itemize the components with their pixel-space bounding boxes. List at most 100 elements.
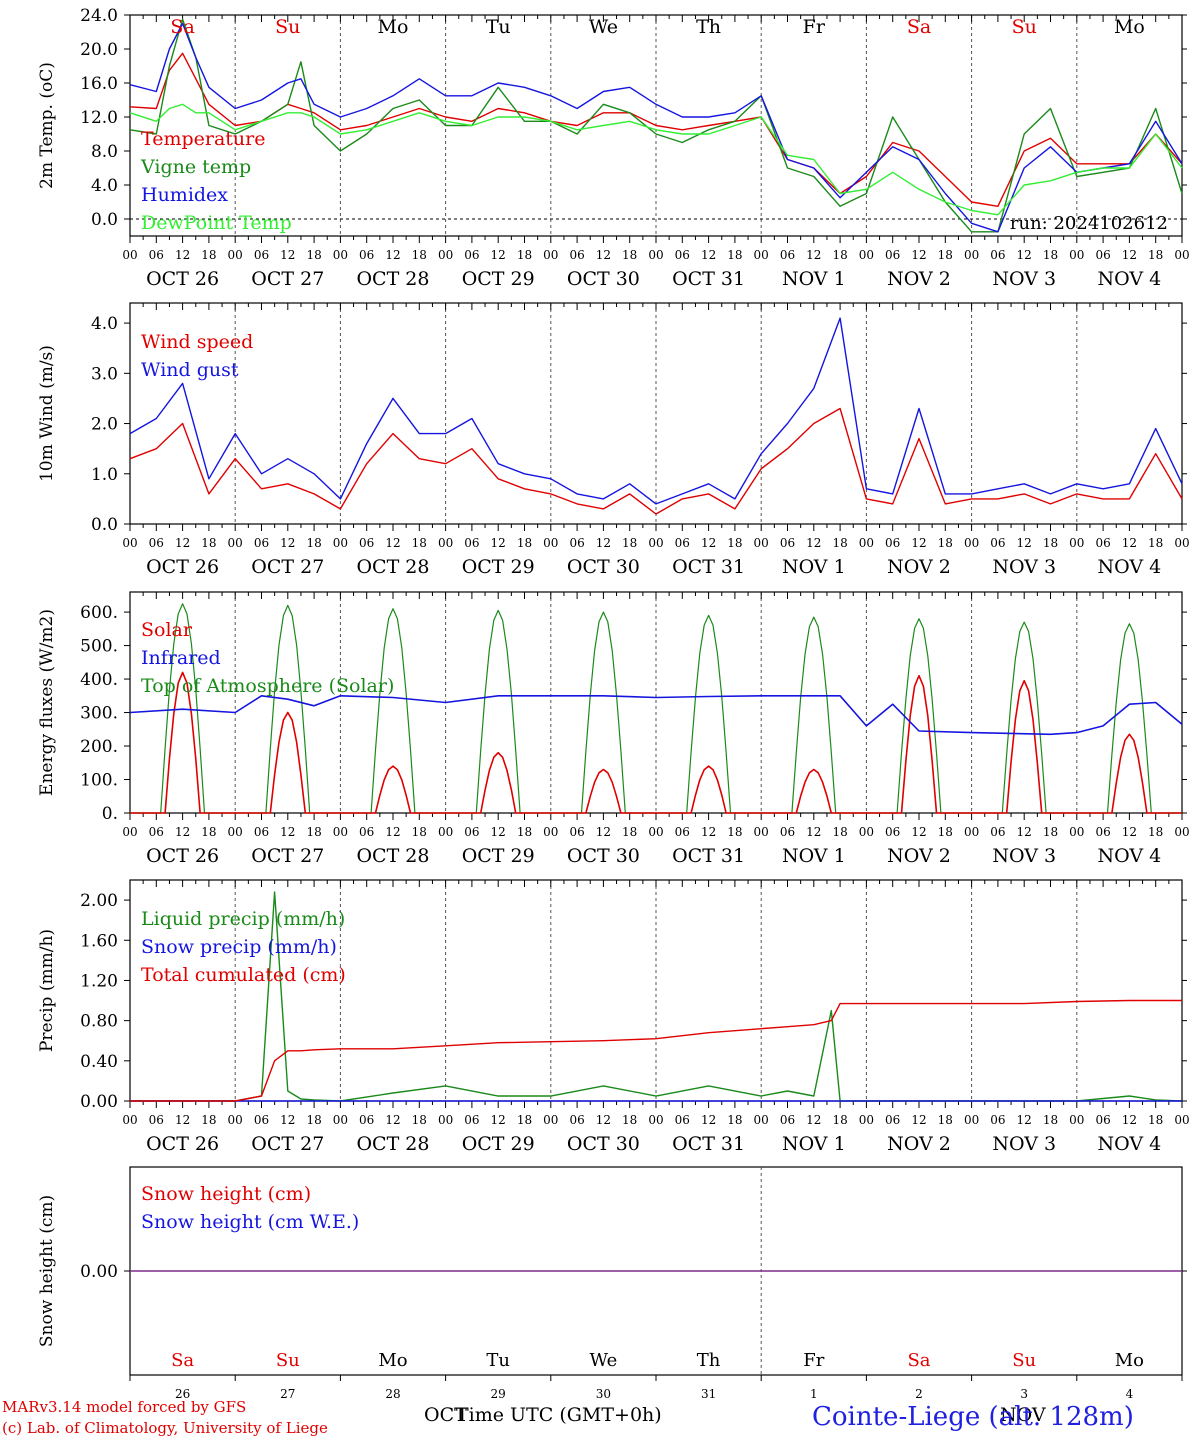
legend-snow-precip-mm-h-: Snow precip (mm/h) — [141, 936, 337, 958]
x-hour-label: 00 — [333, 825, 348, 839]
y-tick-label: 20.0 — [80, 40, 118, 60]
x-date-label: OCT 30 — [567, 845, 640, 867]
x-hour-label: 12 — [911, 1113, 926, 1127]
y-axis-title: Energy fluxes (W/m2) — [37, 609, 57, 796]
x-hour-label: 00 — [1174, 536, 1189, 550]
x-hour-label: 06 — [254, 536, 269, 550]
y-axis-title: Snow height (cm) — [37, 1195, 57, 1347]
y-tick-label: 200. — [80, 737, 118, 757]
x-hour-label: 06 — [675, 248, 690, 262]
y-tick-label: 0.0 — [91, 515, 118, 535]
x-hour-label: 12 — [596, 536, 611, 550]
series-humidex — [129, 22, 1183, 233]
x-hour-label: 00 — [438, 825, 453, 839]
x-hour-label: 18 — [306, 1113, 321, 1127]
y-tick-label: 0.0 — [91, 210, 118, 230]
day-number-label: 27 — [280, 1387, 295, 1401]
x-hour-label: 06 — [675, 536, 690, 550]
x-hour-label: 18 — [201, 536, 216, 550]
x-hour-label: 00 — [1069, 536, 1084, 550]
x-hour-label: 06 — [359, 825, 374, 839]
y-tick-label: 1.20 — [80, 971, 118, 991]
x-date-label: OCT 27 — [251, 845, 324, 867]
day-of-week-label: Sa — [171, 1350, 194, 1371]
x-hour-label: 06 — [675, 825, 690, 839]
x-hour-label: 00 — [859, 825, 874, 839]
x-hour-label: 00 — [859, 1113, 874, 1127]
x-hour-label: 12 — [701, 536, 716, 550]
x-date-label: OCT 28 — [356, 845, 429, 867]
x-hour-label: 12 — [491, 248, 506, 262]
x-hour-label: 12 — [806, 536, 821, 550]
day-of-week-label: Mo — [1114, 16, 1145, 38]
x-hour-label: 06 — [464, 536, 479, 550]
day-number-label: 3 — [1020, 1387, 1028, 1401]
series-infrared — [129, 694, 1183, 736]
x-hour-label: 06 — [885, 248, 900, 262]
x-hour-label: 06 — [885, 825, 900, 839]
x-hour-label: 18 — [622, 248, 637, 262]
y-tick-label: 2.00 — [80, 891, 118, 911]
day-number-label: 31 — [701, 1387, 716, 1401]
x-hour-label: 00 — [333, 536, 348, 550]
x-date-label: NOV 3 — [992, 1133, 1056, 1155]
x-hour-label: 12 — [175, 825, 190, 839]
x-date-label: NOV 2 — [887, 268, 951, 290]
x-hour-label: 12 — [911, 825, 926, 839]
series-wind-speed — [129, 407, 1183, 515]
x-hour-label: 18 — [306, 536, 321, 550]
x-date-label: OCT 31 — [672, 556, 745, 578]
x-hour-label: 18 — [1148, 536, 1163, 550]
x-hour-label: 18 — [306, 825, 321, 839]
y-tick-label: 0. — [102, 804, 118, 824]
x-hour-label: 12 — [491, 1113, 506, 1127]
x-hour-label: 06 — [569, 536, 584, 550]
x-hour-label: 00 — [122, 248, 137, 262]
day-of-week-label: Mo — [1115, 1350, 1144, 1371]
x-hour-label: 18 — [412, 1113, 427, 1127]
x-hour-label: 06 — [885, 1113, 900, 1127]
x-hour-label: 12 — [701, 1113, 716, 1127]
x-hour-label: 00 — [438, 248, 453, 262]
x-hour-label: 00 — [543, 1113, 558, 1127]
x-date-label: OCT 26 — [146, 556, 219, 578]
x-date-label: OCT 26 — [146, 1133, 219, 1155]
x-date-label: OCT 27 — [251, 268, 324, 290]
y-tick-label: 24.0 — [80, 6, 118, 26]
x-hour-label: 18 — [1043, 1113, 1058, 1127]
y-tick-label: 1.0 — [91, 465, 118, 485]
x-hour-label: 18 — [412, 248, 427, 262]
x-hour-label: 12 — [911, 536, 926, 550]
x-hour-label: 00 — [122, 1113, 137, 1127]
series-dewpoint-temp — [129, 103, 1183, 216]
x-hour-label: 12 — [596, 1113, 611, 1127]
y-axis-title: 10m Wind (m/s) — [37, 345, 57, 482]
x-hour-label: 12 — [701, 825, 716, 839]
x-hour-label: 06 — [464, 825, 479, 839]
x-hour-label: 06 — [780, 248, 795, 262]
y-tick-label: 4.0 — [91, 176, 118, 196]
footer-nov-label: NOV — [1000, 1404, 1046, 1426]
x-hour-label: 06 — [359, 248, 374, 262]
x-hour-label: 12 — [806, 1113, 821, 1127]
x-date-label: NOV 2 — [887, 1133, 951, 1155]
x-hour-label: 12 — [1017, 1113, 1032, 1127]
x-hour-label: 18 — [517, 1113, 532, 1127]
footer-lab-credit: (c) Lab. of Climatology, University of L… — [2, 1419, 328, 1437]
x-hour-label: 12 — [1122, 1113, 1137, 1127]
series-solar — [130, 671, 1182, 814]
x-hour-label: 18 — [832, 248, 847, 262]
x-hour-label: 00 — [228, 1113, 243, 1127]
x-hour-label: 00 — [1069, 825, 1084, 839]
x-hour-label: 00 — [964, 248, 979, 262]
legend-vigne-temp: Vigne temp — [140, 156, 251, 178]
y-tick-label: 4.0 — [91, 314, 118, 334]
x-hour-label: 06 — [359, 1113, 374, 1127]
x-date-label: OCT 29 — [462, 845, 535, 867]
x-hour-label: 06 — [1095, 536, 1110, 550]
x-hour-label: 12 — [175, 536, 190, 550]
x-hour-label: 12 — [491, 536, 506, 550]
legend-snow-height-cm-w-e-: Snow height (cm W.E.) — [141, 1211, 359, 1233]
x-hour-label: 06 — [1095, 825, 1110, 839]
